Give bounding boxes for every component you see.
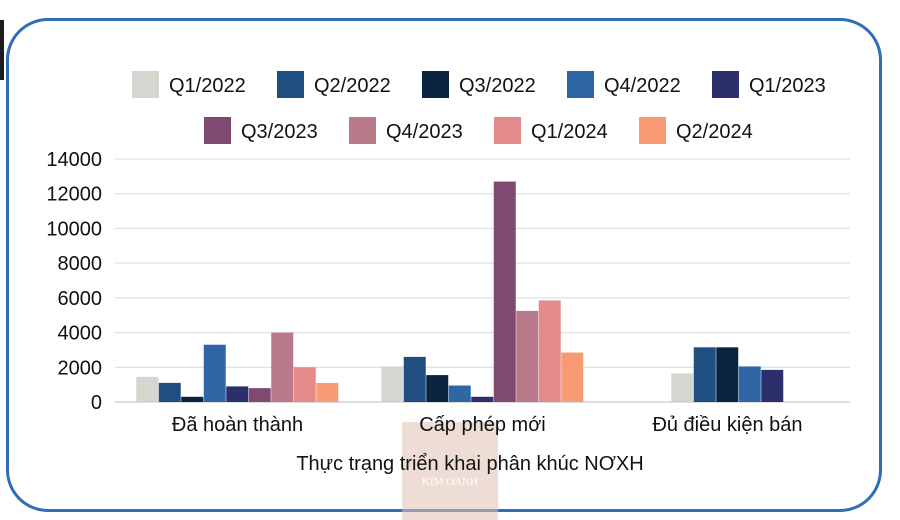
y-tick-label: 2000 <box>58 357 103 379</box>
y-tick-label: 12000 <box>46 184 102 206</box>
bar <box>136 376 159 402</box>
legend-swatch <box>712 71 739 98</box>
bar <box>471 396 494 402</box>
x-axis-categories: Đã hoàn thành Cấp phép mới Đủ điều kiện bá… <box>172 414 803 436</box>
legend-swatch <box>277 71 304 98</box>
legend-swatch <box>494 117 521 144</box>
bar <box>181 396 204 402</box>
bar <box>226 386 249 402</box>
legend-swatch <box>567 71 594 98</box>
y-tick-label: 4000 <box>58 323 103 345</box>
legend-label: Q1/2024 <box>531 121 608 143</box>
legend-label: Q3/2023 <box>241 121 318 143</box>
y-tick-label: 14000 <box>46 149 102 171</box>
legend-swatch <box>132 71 159 98</box>
bar <box>716 347 739 402</box>
y-tick-label: 8000 <box>58 253 103 275</box>
y-tick-label: 0 <box>91 392 102 414</box>
legend-label: Q2/2022 <box>314 75 391 97</box>
bar <box>561 352 584 402</box>
y-axis-ticks: 0 2000 4000 6000 8000 10000 12000 14000 <box>46 149 102 414</box>
x-axis-title: Thực trạng triển khai phân khúc NƠXH <box>296 453 643 475</box>
legend-label: Q2/2024 <box>676 121 753 143</box>
bar <box>426 375 449 402</box>
x-category-label: Đủ điều kiện bán <box>652 414 802 436</box>
bars <box>136 181 784 402</box>
bar <box>271 332 294 402</box>
watermark-logo: KIM OANH <box>402 422 498 520</box>
x-category-label: Đã hoàn thành <box>172 414 303 436</box>
bar <box>248 388 271 402</box>
bar <box>693 347 716 402</box>
bar <box>381 366 404 402</box>
legend-label: Q1/2023 <box>749 75 826 97</box>
legend-label: Q1/2022 <box>169 75 246 97</box>
bar <box>203 344 226 402</box>
bar <box>761 369 784 402</box>
bar <box>493 181 516 402</box>
bar <box>516 310 539 402</box>
bar <box>538 300 561 402</box>
bar <box>158 382 181 402</box>
legend-label: Q3/2022 <box>459 75 536 97</box>
legend-swatch <box>349 117 376 144</box>
bar <box>293 367 316 402</box>
bar <box>448 385 471 402</box>
y-tick-label: 6000 <box>58 288 103 310</box>
bar <box>671 373 694 402</box>
legend-label: Q4/2022 <box>604 75 681 97</box>
legend-swatch <box>422 71 449 98</box>
x-category-label: Cấp phép mới <box>419 414 546 436</box>
watermark-text: KIM OANH <box>422 476 478 488</box>
legend-swatch <box>204 117 231 144</box>
bar <box>316 382 339 402</box>
bar <box>738 366 761 402</box>
y-tick-label: 10000 <box>46 218 102 240</box>
legend-label: Q4/2023 <box>386 121 463 143</box>
legend-swatch <box>639 117 666 144</box>
legend: Q1/2022 Q2/2022 Q3/2022 Q4/2022 Q1/2023 Q3/20… <box>132 71 826 144</box>
left-edge-strip <box>0 20 4 80</box>
bar <box>403 356 426 402</box>
